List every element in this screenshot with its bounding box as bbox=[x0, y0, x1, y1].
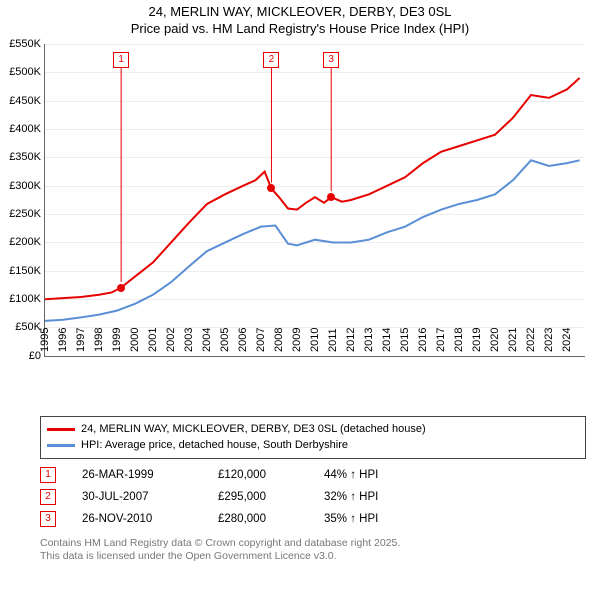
sales-row-delta: 32% ↑ HPI bbox=[324, 491, 378, 503]
sales-row-price: £120,000 bbox=[218, 469, 298, 481]
sales-row: 1 26-MAR-1999 £120,000 44% ↑ HPI bbox=[40, 467, 586, 483]
title-line-1: 24, MERLIN WAY, MICKLEOVER, DERBY, DE3 0… bbox=[0, 4, 600, 21]
y-axis-tick: £400K bbox=[9, 123, 45, 135]
sales-row-price: £280,000 bbox=[218, 513, 298, 525]
series-hpi bbox=[45, 160, 580, 321]
y-axis-tick: £300K bbox=[9, 180, 45, 192]
chart-legend: 24, MERLIN WAY, MICKLEOVER, DERBY, DE3 0… bbox=[40, 416, 586, 459]
price-vs-hpi-chart: £0£50K£100K£150K£200K£250K£300K£350K£400… bbox=[0, 44, 600, 412]
legend-label-property: 24, MERLIN WAY, MICKLEOVER, DERBY, DE3 0… bbox=[81, 421, 426, 438]
y-axis-tick: £500K bbox=[9, 66, 45, 78]
legend-swatch-property bbox=[47, 428, 75, 431]
sales-table: 1 26-MAR-1999 £120,000 44% ↑ HPI 2 30-JUL-200… bbox=[40, 467, 586, 527]
sales-row-price: £295,000 bbox=[218, 491, 298, 503]
sales-row-delta: 44% ↑ HPI bbox=[324, 469, 378, 481]
sales-row-date: 26-NOV-2010 bbox=[82, 513, 192, 525]
sales-row-date: 26-MAR-1999 bbox=[82, 469, 192, 481]
y-axis-tick: £150K bbox=[9, 265, 45, 277]
sale-marker-1: 1 bbox=[113, 52, 129, 68]
y-axis-tick: £550K bbox=[9, 38, 45, 50]
y-axis-tick: £250K bbox=[9, 208, 45, 220]
y-axis-tick: £450K bbox=[9, 95, 45, 107]
footer-line-2: This data is licensed under the Open Gov… bbox=[40, 550, 586, 564]
sales-row-marker: 2 bbox=[40, 489, 56, 505]
chart-lines bbox=[45, 44, 585, 356]
title-line-2: Price paid vs. HM Land Registry's House … bbox=[0, 21, 600, 38]
footer-line-1: Contains HM Land Registry data © Crown c… bbox=[40, 537, 586, 551]
sales-row: 2 30-JUL-2007 £295,000 32% ↑ HPI bbox=[40, 489, 586, 505]
legend-label-hpi: HPI: Average price, detached house, Sout… bbox=[81, 437, 348, 454]
series-property bbox=[45, 78, 580, 299]
sales-row-date: 30-JUL-2007 bbox=[82, 491, 192, 503]
y-axis-tick: £200K bbox=[9, 236, 45, 248]
footer-attribution: Contains HM Land Registry data © Crown c… bbox=[40, 537, 586, 564]
legend-swatch-hpi bbox=[47, 444, 75, 447]
sale-marker-dot-1 bbox=[117, 284, 125, 292]
plot-area: £0£50K£100K£150K£200K£250K£300K£350K£400… bbox=[44, 44, 585, 357]
sales-row-marker: 3 bbox=[40, 511, 56, 527]
y-axis-tick: £100K bbox=[9, 293, 45, 305]
y-axis-tick: £350K bbox=[9, 151, 45, 163]
sales-row-delta: 35% ↑ HPI bbox=[324, 513, 378, 525]
sale-marker-2: 2 bbox=[263, 52, 279, 68]
sales-row-marker: 1 bbox=[40, 467, 56, 483]
sales-row: 3 26-NOV-2010 £280,000 35% ↑ HPI bbox=[40, 511, 586, 527]
sale-marker-3: 3 bbox=[323, 52, 339, 68]
